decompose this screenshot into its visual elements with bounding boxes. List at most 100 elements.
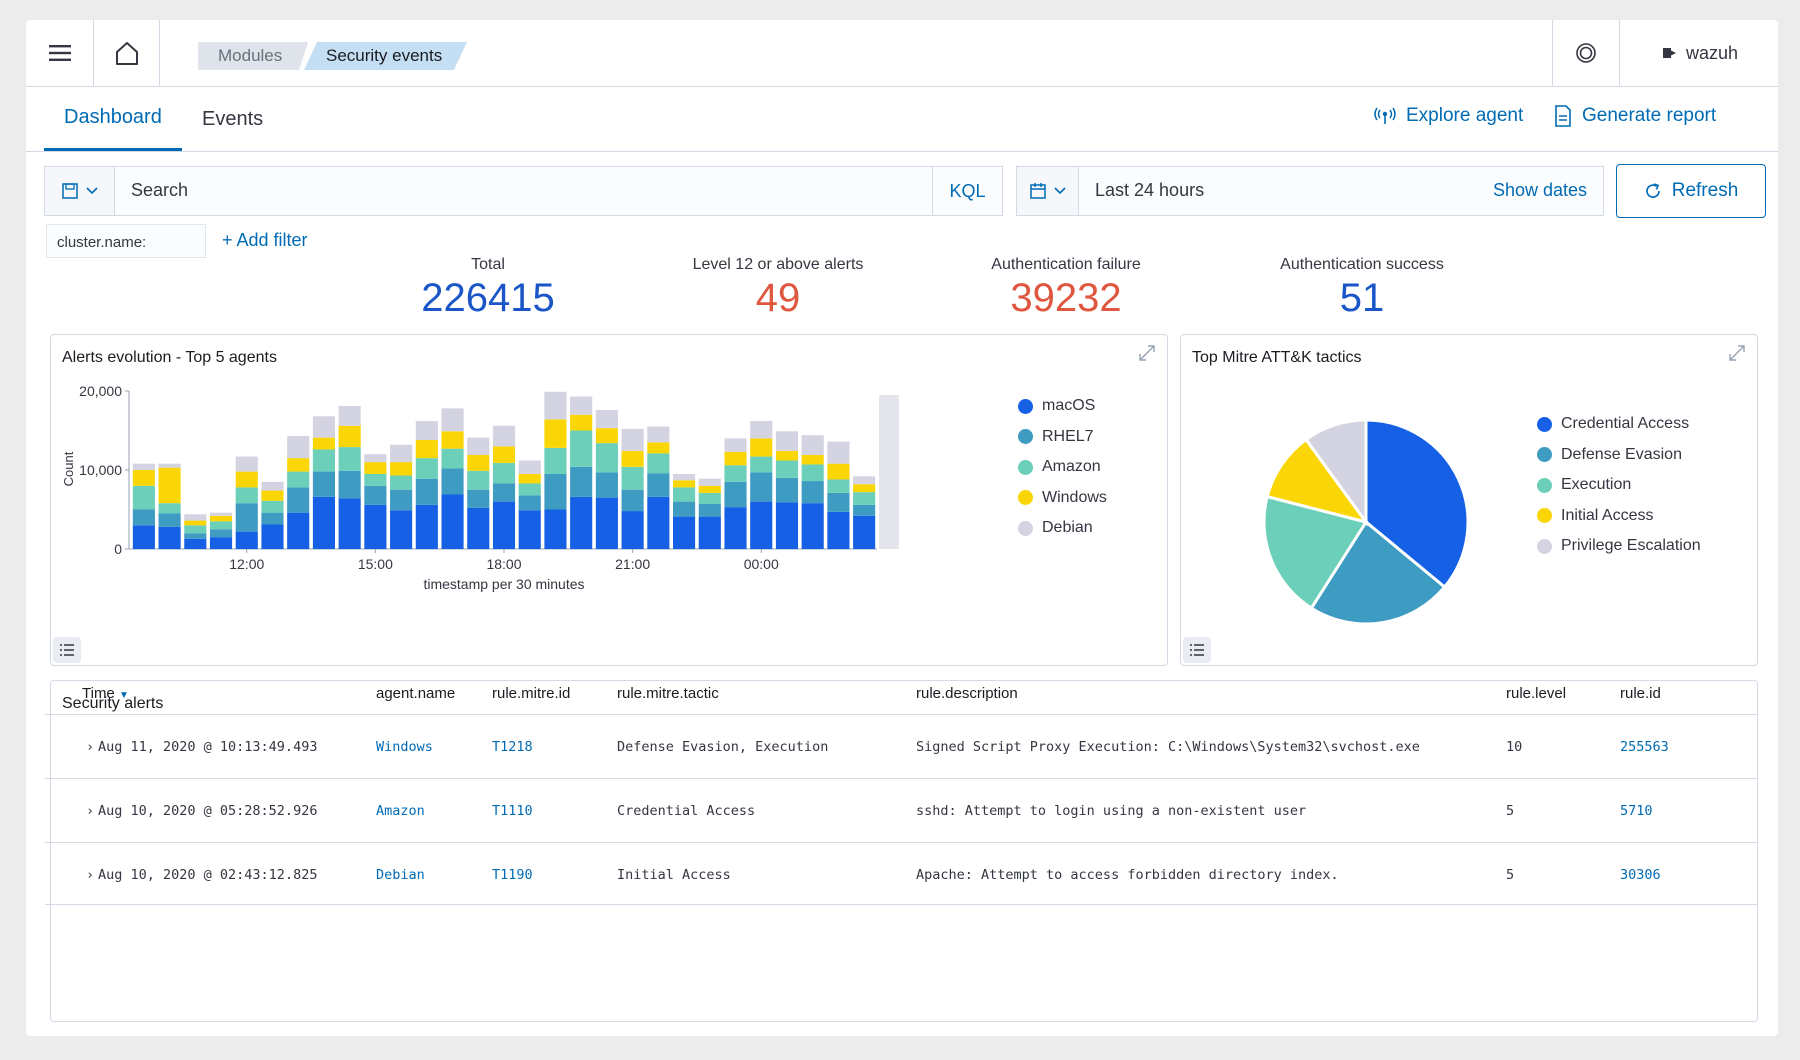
column-header-mitre-tactic[interactable]: rule.mitre.tactic [617, 685, 719, 702]
saved-queries-button[interactable] [45, 167, 115, 215]
antenna-icon [1374, 107, 1396, 124]
x-tick-label: 18:00 [486, 556, 521, 572]
bar-segment [698, 516, 721, 549]
expand-icon[interactable] [1137, 343, 1157, 363]
cell-rule-id[interactable]: 30306 [1620, 867, 1661, 883]
add-filter-button[interactable]: + Add filter [222, 230, 308, 250]
column-header-time[interactable]: Time ▼ [82, 685, 129, 702]
bar-segment [595, 428, 618, 444]
table-row[interactable]: › Aug 11, 2020 @ 10:13:49.493 Windows T1… [45, 714, 1757, 777]
bar-segment [441, 431, 464, 449]
user-menu[interactable]: wazuh [1662, 20, 1738, 86]
legend-item[interactable]: Initial Access [1537, 501, 1701, 532]
cell-rule-id[interactable]: 255563 [1620, 739, 1669, 755]
bar-segment [184, 514, 207, 521]
column-header-level[interactable]: rule.level [1506, 685, 1567, 702]
bar-segment [827, 479, 850, 493]
toggle-legend-button[interactable] [1183, 637, 1211, 663]
legend-item[interactable]: macOS [1018, 391, 1107, 422]
breadcrumb-current-label: Security events [326, 46, 443, 65]
generate-report-link[interactable]: Generate report [1554, 105, 1716, 127]
tabs-row: Dashboard Events Explore agent Generate … [26, 87, 1778, 152]
x-axis-label: timestamp per 30 minutes [423, 576, 584, 592]
bar-segment [775, 451, 799, 461]
legend-item[interactable]: Privilege Escalation [1537, 531, 1701, 562]
help-button[interactable] [1552, 20, 1620, 86]
bar-segment [235, 531, 258, 549]
menu-button[interactable] [26, 20, 94, 86]
pie-slice [1309, 519, 1447, 626]
metric-label: Total [471, 256, 505, 273]
column-header-mitre-id[interactable]: rule.mitre.id [492, 685, 571, 702]
cell-level: 5 [1506, 803, 1515, 819]
chart-legend: macOS RHEL7 Amazon Windows Debian [1018, 391, 1107, 544]
expand-row-icon[interactable]: › [86, 739, 95, 755]
column-header-description[interactable]: rule.description [916, 685, 1018, 702]
metric-auth-failure: Authentication failure 39232 [936, 256, 1196, 321]
bar-segment [338, 406, 361, 426]
breadcrumb-modules[interactable]: Modules [198, 42, 308, 70]
legend-item[interactable]: Debian [1018, 513, 1107, 544]
legend-label: Initial Access [1561, 506, 1654, 524]
explore-agent-link[interactable]: Explore agent [1374, 105, 1523, 127]
bar-segment [621, 511, 644, 549]
cell-agent[interactable]: Debian [376, 867, 425, 883]
bar-segment [287, 487, 310, 513]
filter-chip[interactable]: cluster.name: [46, 224, 206, 258]
current-interval-bar [879, 395, 899, 549]
search-input[interactable]: Search [131, 180, 189, 200]
legend-item[interactable]: Execution [1537, 470, 1701, 501]
breadcrumb-modules-label: Modules [218, 46, 283, 65]
legend-item[interactable]: Windows [1018, 483, 1107, 514]
home-button[interactable] [94, 20, 160, 86]
legend-item[interactable]: Credential Access [1537, 409, 1701, 440]
bar-segment [184, 533, 207, 539]
legend-item[interactable]: Defense Evasion [1537, 440, 1701, 471]
bar-segment [467, 437, 490, 455]
tab-events[interactable]: Events [202, 107, 264, 130]
bar-segment [518, 495, 541, 511]
bar-segment [724, 465, 747, 482]
chevron-down-icon [85, 187, 98, 195]
toggle-legend-button[interactable] [53, 637, 81, 663]
expand-row-icon[interactable]: › [86, 867, 95, 883]
cell-mitre-id[interactable]: T1110 [492, 803, 533, 819]
y-tick-label: 10,000 [79, 462, 122, 478]
cell-agent[interactable]: Windows [376, 739, 433, 755]
kql-toggle[interactable]: KQL [932, 167, 1002, 215]
cell-rule-id[interactable]: 5710 [1620, 803, 1653, 819]
hamburger-icon [48, 45, 71, 61]
bar-segment [724, 507, 747, 549]
save-icon [61, 183, 78, 199]
table-row[interactable]: › Aug 10, 2020 @ 05:28:52.926 Amazon T11… [45, 778, 1757, 841]
cell-mitre-tactic: Initial Access [617, 867, 731, 883]
legend-item[interactable]: RHEL7 [1018, 422, 1107, 453]
expand-row-icon[interactable]: › [86, 803, 95, 819]
pie-slice [1364, 418, 1470, 590]
refresh-button[interactable]: Refresh [1616, 164, 1766, 218]
tab-dashboard[interactable]: Dashboard [44, 87, 182, 151]
cell-mitre-id[interactable]: T1190 [492, 867, 533, 883]
chevron-down-icon [1053, 187, 1066, 195]
bar-segment [673, 473, 696, 481]
legend-item[interactable]: Amazon [1018, 452, 1107, 483]
cell-mitre-id[interactable]: T1218 [492, 739, 533, 755]
bar-segment [801, 503, 824, 549]
table-row[interactable]: › Aug 10, 2020 @ 02:43:12.825 Debian T11… [45, 842, 1757, 905]
bar-segment [750, 438, 773, 457]
date-picker: Last 24 hours Show dates [1016, 166, 1604, 216]
x-tick-label: 21:00 [615, 556, 650, 572]
date-range-label[interactable]: Last 24 hours [1095, 180, 1205, 200]
bar-segment [415, 478, 438, 505]
top-bar: Modules Security events wazuh [26, 20, 1778, 87]
bar-segment [827, 463, 850, 480]
expand-icon[interactable] [1727, 343, 1747, 363]
legend-swatch [1018, 520, 1033, 536]
column-header-rule-id[interactable]: rule.id [1620, 685, 1661, 702]
column-header-agent[interactable]: agent.name [376, 685, 456, 702]
show-dates-link[interactable]: Show dates [1492, 180, 1587, 200]
generate-report-label: Generate report [1582, 105, 1717, 126]
cell-agent[interactable]: Amazon [376, 803, 425, 819]
quick-date-button[interactable] [1017, 167, 1079, 215]
metric-value: 51 [1339, 276, 1385, 320]
